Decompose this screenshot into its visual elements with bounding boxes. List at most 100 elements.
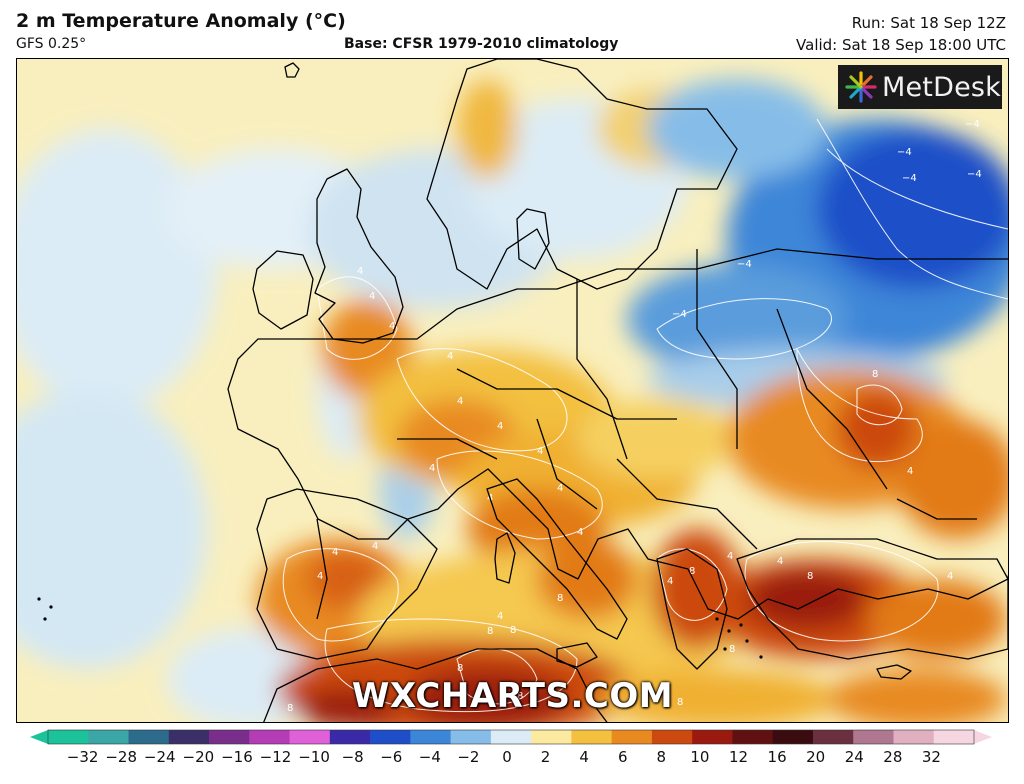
contour-label: 4 [429,463,435,474]
contour-label: 4 [317,571,323,582]
colorbar-tick-label: 24 [844,748,864,766]
colorbar-tick-label: 10 [690,748,710,766]
contour-label: 4 [577,527,583,538]
contour-label: 4 [332,547,338,558]
model-label: GFS 0.25° [16,36,87,52]
contour-label: −4 [902,173,917,184]
colorbar-segment [651,730,693,744]
colorbar-segment [531,730,572,744]
contour-label: −4 [737,259,752,270]
contour-label: 4 [907,466,913,477]
colorbar-segment [168,730,210,744]
contour-label: −4 [965,119,980,130]
contour-label: 4 [947,571,953,582]
colorbar-segment [853,730,894,744]
colorbar [30,729,992,745]
coastlines [227,59,1008,722]
metdesk-logo: MetDesk [838,65,1002,109]
contour-label: 4 [447,351,453,362]
colorbar-segment [48,730,89,744]
colorbar-segment [571,730,613,744]
watermark: WXCHARTS.COM [351,676,674,716]
colorbar-segment [249,730,291,744]
colorbar-segment [128,730,170,744]
colorbar-tick-label: −32 [66,748,99,766]
logo-text: MetDesk [882,71,1001,103]
colorbar-tick-label: −6 [380,748,403,766]
contour-label: −4 [672,309,687,320]
colorbar-segment [812,730,854,744]
colorbar-segment [490,730,532,744]
colorbar-tick-label: −8 [341,748,364,766]
contour-label: 4 [667,576,673,587]
contour-label: 4 [557,483,563,494]
colorbar-tick-label: 6 [617,748,628,766]
colorbar-tick-label: 20 [806,748,826,766]
contour-label: 4 [357,266,363,277]
colorbar-tick-label: 32 [921,748,941,766]
colorbar-tick-label: −16 [221,748,253,766]
colorbar-segment [772,730,814,744]
colorbar-segment [370,730,411,744]
island-dots [37,597,763,659]
colorbar-tick-label: 0 [502,748,512,766]
colorbar-segment [893,730,935,744]
colorbar-tick-label: −12 [259,748,292,766]
contour-label: −4 [897,147,912,158]
contour-label: 8 [557,593,563,604]
colorbar-tick-label: −4 [418,748,441,766]
contour-label: 8 [287,703,293,714]
colorbar-tick-label: 12 [728,748,749,766]
contour-label: 4 [727,551,733,562]
contour-label: 4 [389,321,395,332]
colorbar-segment [732,730,774,744]
colorbar-tick-label: −24 [143,748,176,766]
colorbar-tick-label: −10 [298,748,330,766]
colorbar-tick-label: −2 [457,748,480,766]
contour-label: 8 [689,566,695,577]
colorbar-tick-label: −20 [182,748,215,766]
contour-label: 4 [537,446,543,457]
colorbar-segment [611,730,653,744]
colorbar-right-arrow [974,730,992,744]
contour-label: 4 [457,396,463,407]
contour-label: 8 [677,697,683,708]
colorbar-segment [209,730,250,744]
colorbar-tick-label: 2 [540,748,551,766]
contour-label: 4 [497,421,503,432]
contour-label: 4 [369,291,375,302]
colorbar-tick-label: −28 [105,748,137,766]
anomaly-shading [17,79,1008,722]
colorbar-segments [48,730,975,744]
colorbar-segment [933,730,975,744]
contour-label: 8 [517,691,523,702]
colorbar-segment [692,730,733,744]
colorbar-segment [289,730,331,744]
contour-label: 8 [457,663,463,674]
climatology-base-label: Base: CFSR 1979-2010 climatology [344,36,619,52]
colorbar-left-arrow [30,730,48,744]
contour-label: 8 [510,625,516,636]
contour-label: 8 [729,644,735,655]
contour-label: 4 [372,541,378,552]
valid-time-label: Valid: Sat 18 Sep 18:00 UTC [796,36,1006,54]
map-title: 2 m Temperature Anomaly (°C) [16,10,346,32]
colorbar-ticks: −32 −28 −24 −20 −16 −12 −10 −8 −6 −4 −2 0 2 4 6 8 10 12 16… [0,748,1024,772]
contour-label: −4 [967,169,982,180]
run-time-label: Run: Sat 18 Sep 12Z [851,14,1006,32]
contour-label: 4 [777,556,783,567]
colorbar-segment [329,730,371,744]
colorbar-tick-label: 8 [656,748,667,766]
temperature-anomaly-map[interactable]: 4 4 4 4 4 4 4 4 4 4 4 4 4 4 4 4 4 4 4 4 −4 −4 −4 −4 −4 −4 8 8 8 8 8 8 8 8… [16,58,1009,723]
contour-label: 8 [872,369,878,380]
colorbar-tick-label: 28 [883,748,903,766]
colorbar-tick-label: 16 [767,748,787,766]
colorbar-segment [88,730,130,744]
contour-label: 8 [487,626,493,637]
colorbar-segment [410,730,452,744]
starburst-icon [845,71,877,103]
contour-label: 4 [497,611,503,622]
colorbar-segment [450,730,492,744]
